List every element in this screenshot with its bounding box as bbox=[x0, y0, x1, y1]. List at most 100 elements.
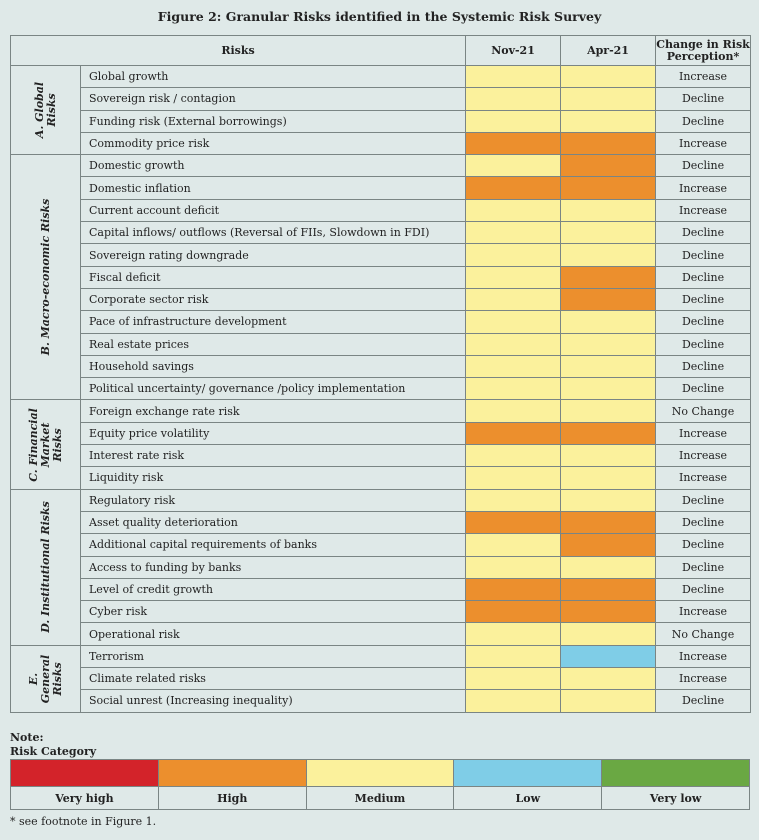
group-label-cell: D. Institutional Risks bbox=[10, 488, 81, 646]
table-row: Liquidity risk Increase bbox=[11, 466, 752, 490]
risk-name: Regulatory risk bbox=[79, 488, 467, 512]
apr-risk-level-cell bbox=[560, 176, 657, 200]
nov-risk-level-cell bbox=[465, 444, 562, 468]
apr-risk-level-cell bbox=[560, 644, 657, 669]
risk-name: Pace of infrastructure development bbox=[79, 310, 467, 334]
legend-label: Medium bbox=[305, 786, 455, 810]
nov-risk-level-cell bbox=[465, 600, 562, 624]
header-row: Risks Nov-21 Apr-21 Change in Risk Perce… bbox=[9, 35, 752, 66]
apr-risk-level-cell bbox=[560, 354, 657, 379]
apr-risk-level-cell bbox=[560, 87, 657, 111]
apr-risk-level-cell bbox=[560, 600, 657, 624]
change-in-risk-perception: Increase bbox=[655, 644, 752, 669]
risk-name: Level of credit growth bbox=[79, 577, 467, 602]
change-in-risk-perception: Decline bbox=[655, 533, 752, 557]
nov-risk-level-cell bbox=[465, 176, 562, 200]
apr-risk-level-cell bbox=[560, 466, 657, 490]
change-in-risk-perception: Decline bbox=[655, 377, 752, 401]
change-in-risk-perception: Decline bbox=[655, 265, 752, 289]
change-in-risk-perception: Decline bbox=[655, 87, 752, 111]
nov-risk-level-cell bbox=[465, 154, 562, 178]
apr-risk-level-cell bbox=[560, 510, 657, 535]
apr-risk-level-cell bbox=[560, 555, 657, 579]
header-apr: Apr-21 bbox=[560, 35, 657, 66]
risk-name: Fiscal deficit bbox=[79, 265, 467, 289]
nov-risk-level-cell bbox=[465, 64, 562, 89]
change-in-risk-perception: Decline bbox=[655, 488, 752, 512]
change-in-risk-perception: Increase bbox=[655, 667, 752, 691]
table-row: Additional capital requirements of banks… bbox=[11, 533, 752, 557]
risk-name: Terrorism bbox=[79, 644, 467, 669]
legend-swatch bbox=[453, 759, 603, 787]
group-label: E. General Risks bbox=[26, 654, 64, 703]
group-label-cell: A. Global Risks bbox=[10, 64, 81, 156]
risk-name: Global growth bbox=[79, 64, 467, 89]
table-row: Social unrest (Increasing inequality) Dec… bbox=[11, 689, 752, 713]
apr-risk-level-cell bbox=[560, 377, 657, 401]
risk-name: Current account deficit bbox=[79, 198, 467, 223]
risk-name: Cyber risk bbox=[79, 600, 467, 624]
table-row: Funding risk (External borrowings) Declin… bbox=[11, 109, 752, 133]
change-in-risk-perception: Increase bbox=[655, 466, 752, 490]
change-in-risk-perception: Decline bbox=[655, 577, 752, 602]
table-row: Interest rate risk Increase bbox=[11, 444, 752, 468]
figure-title: Figure 2: Granular Risks identified in t… bbox=[157, 9, 602, 24]
nov-risk-level-cell bbox=[465, 644, 562, 669]
change-in-risk-perception: Increase bbox=[655, 421, 752, 446]
apr-risk-level-cell bbox=[560, 221, 657, 245]
risk-name: Operational risk bbox=[79, 622, 467, 646]
legend-swatch bbox=[157, 759, 307, 787]
apr-risk-level-cell bbox=[560, 577, 657, 602]
table-row: Operational risk No Change bbox=[11, 622, 752, 646]
header-change: Change in Risk Perception* bbox=[655, 35, 752, 66]
change-in-risk-perception: Decline bbox=[655, 287, 752, 312]
risk-name: Social unrest (Increasing inequality) bbox=[79, 689, 467, 713]
table-row: Access to funding by banks Decline bbox=[11, 555, 752, 579]
nov-risk-level-cell bbox=[465, 198, 562, 223]
nov-risk-level-cell bbox=[465, 510, 562, 535]
nov-risk-level-cell bbox=[465, 354, 562, 379]
apr-risk-level-cell bbox=[560, 488, 657, 512]
nov-risk-level-cell bbox=[465, 488, 562, 512]
apr-risk-level-cell bbox=[560, 131, 657, 156]
apr-risk-level-cell bbox=[560, 332, 657, 356]
apr-risk-level-cell bbox=[560, 689, 657, 713]
apr-risk-level-cell bbox=[560, 622, 657, 646]
change-in-risk-perception: Decline bbox=[655, 354, 752, 379]
group-label: D. Institutional Risks bbox=[38, 501, 52, 633]
group-label: C. Financial Market Risks bbox=[26, 407, 64, 482]
legend-swatch bbox=[305, 759, 455, 787]
risk-name: Foreign exchange rate risk bbox=[79, 399, 467, 423]
nov-risk-level-cell bbox=[465, 109, 562, 133]
table-row: B. Macro-economic Risks Domestic growth De… bbox=[10, 154, 752, 401]
nov-risk-level-cell bbox=[465, 399, 562, 423]
change-in-risk-perception: Decline bbox=[655, 310, 752, 334]
footnote: * see footnote in Figure 1. bbox=[10, 815, 157, 828]
table-row: Commodity price risk Increase bbox=[11, 131, 752, 156]
risk-name: Asset quality deterioration bbox=[79, 510, 467, 535]
table-row: Climate related risks Increase bbox=[11, 667, 752, 691]
nov-risk-level-cell bbox=[465, 533, 562, 557]
legend-swatch bbox=[10, 759, 159, 787]
apr-risk-level-cell bbox=[560, 109, 657, 133]
risk-name: Funding risk (External borrowings) bbox=[79, 109, 467, 133]
risk-name: Commodity price risk bbox=[79, 131, 467, 156]
table-row: Political uncertainty/ governance /polic… bbox=[11, 377, 752, 401]
risk-name: Sovereign risk / contagion bbox=[79, 87, 467, 111]
risk-name: Equity price volatility bbox=[79, 421, 467, 446]
apr-risk-level-cell bbox=[560, 533, 657, 557]
risk-name: Climate related risks bbox=[79, 667, 467, 691]
table-row: Cyber risk Increase bbox=[11, 600, 752, 624]
table-row: Sovereign risk / contagion Decline bbox=[11, 87, 752, 111]
table-row: E. General Risks Terrorism Increase bbox=[10, 644, 752, 713]
table-row: Corporate sector risk Decline bbox=[11, 287, 752, 312]
table-row: A. Global Risks Global growth Increase bbox=[10, 64, 752, 156]
group-label-cell: C. Financial Market Risks bbox=[10, 399, 81, 490]
apr-risk-level-cell bbox=[560, 444, 657, 468]
apr-risk-level-cell bbox=[560, 287, 657, 312]
nov-risk-level-cell bbox=[465, 287, 562, 312]
header-risks: Risks bbox=[9, 35, 467, 66]
apr-risk-level-cell bbox=[560, 667, 657, 691]
risk-name: Real estate prices bbox=[79, 332, 467, 356]
risk-name: Domestic inflation bbox=[79, 176, 467, 200]
